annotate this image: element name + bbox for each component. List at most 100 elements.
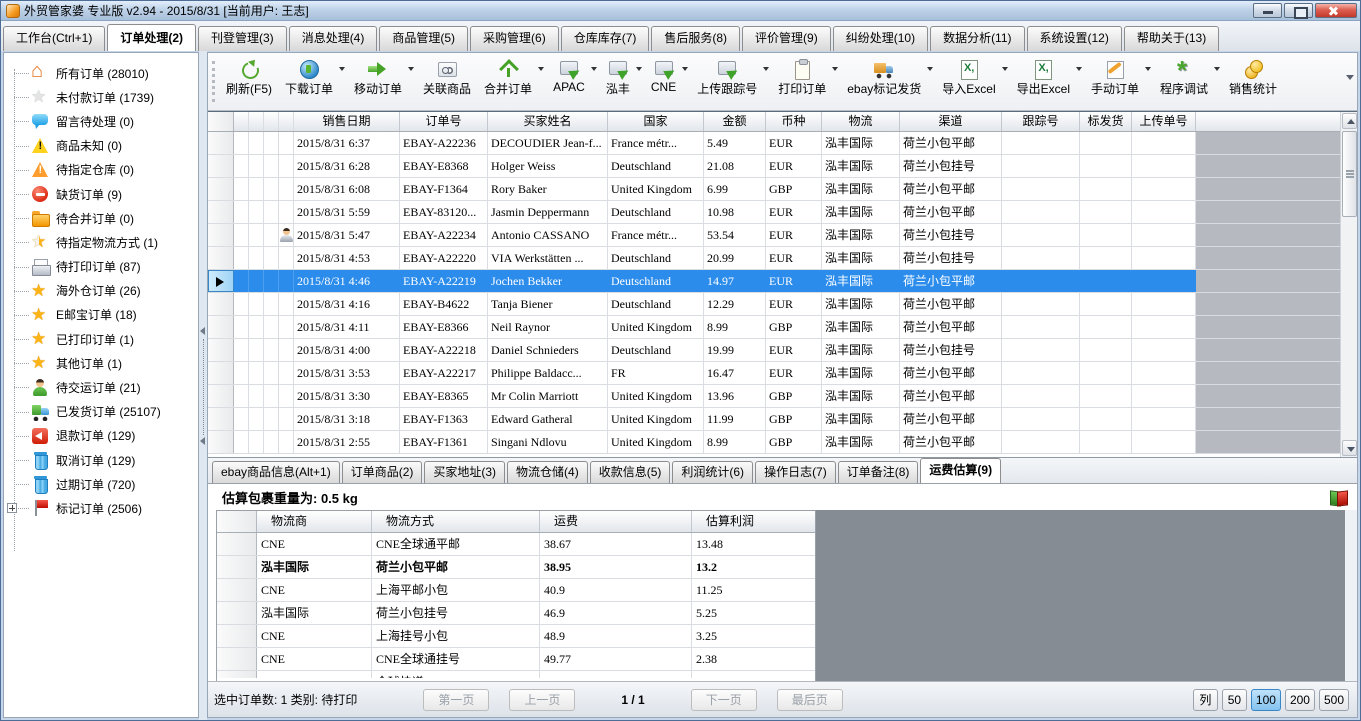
sidebar-item[interactable]: 未付款订单 (1739): [4, 85, 198, 109]
row-selector[interactable]: [217, 602, 257, 624]
menu-tab[interactable]: 帮助关于(13): [1123, 26, 1220, 51]
row-selector[interactable]: [208, 270, 234, 292]
collapse-arrow-icon[interactable]: [200, 327, 205, 335]
toolbar-button[interactable]: 关联商品: [417, 57, 477, 99]
toolbar-button[interactable]: 刷新(F5): [220, 57, 278, 99]
column-header[interactable]: 币种: [766, 112, 822, 131]
toolbar-button[interactable]: 移动订单: [348, 57, 416, 99]
freight-row[interactable]: 泓丰国际 荷兰小包挂号 46.9 5.25: [217, 602, 815, 625]
order-row[interactable]: 2015/8/31 4:46 EBAY-A22219 Jochen Bekker…: [208, 270, 1357, 293]
sidebar-item[interactable]: 其他订单 (1): [4, 351, 198, 375]
column-header[interactable]: 物流方式: [372, 511, 540, 532]
scroll-up-icon[interactable]: [1342, 113, 1357, 129]
row-selector[interactable]: [208, 178, 234, 200]
menu-tab[interactable]: 仓库库存(7): [560, 26, 650, 51]
page-size-button[interactable]: 200: [1284, 688, 1315, 711]
dropdown-caret-icon[interactable]: [339, 67, 346, 71]
column-header[interactable]: 物流: [822, 112, 900, 131]
dropdown-caret-icon[interactable]: [590, 67, 597, 71]
menu-tab[interactable]: 系统设置(12): [1026, 26, 1122, 51]
sidebar-item[interactable]: 缺货订单 (9): [4, 182, 198, 206]
toolbar-button[interactable]: 下载订单: [279, 57, 347, 99]
toolbar-button[interactable]: ebay标记发货: [841, 57, 935, 99]
row-selector[interactable]: [217, 648, 257, 670]
order-row[interactable]: 2015/8/31 3:30 EBAY-E8365 Mr Colin Marri…: [208, 385, 1357, 408]
detail-tab[interactable]: 订单商品(2): [341, 461, 423, 483]
sidebar-item[interactable]: E邮宝订单 (18): [4, 303, 198, 327]
row-selector[interactable]: [208, 385, 234, 407]
dropdown-caret-icon[interactable]: [408, 67, 415, 71]
sidebar-item[interactable]: 商品未知 (0): [4, 134, 198, 158]
order-row[interactable]: 2015/8/31 6:28 EBAY-E8368 Holger Weiss D…: [208, 155, 1357, 178]
row-selector[interactable]: [208, 408, 234, 430]
freight-row[interactable]: CNE CNE全球通挂号 49.77 2.38: [217, 648, 815, 671]
toolbar-button[interactable]: CNE: [645, 57, 690, 96]
row-selector[interactable]: [208, 155, 234, 177]
menu-tab[interactable]: 商品管理(5): [379, 26, 469, 51]
menu-tab[interactable]: 评价管理(9): [742, 26, 831, 51]
order-row[interactable]: 2015/8/31 6:37 EBAY-A22236 DECOUDIER Jea…: [208, 132, 1357, 155]
column-header[interactable]: 上传单号: [1132, 112, 1196, 131]
next-page-button[interactable]: 下一页: [690, 688, 757, 711]
menu-tab[interactable]: 订单处理(2): [107, 24, 197, 51]
order-row[interactable]: 2015/8/31 6:08 EBAY-F1364 Rory Baker Uni…: [208, 178, 1357, 201]
menu-tab[interactable]: 消息处理(4): [288, 26, 378, 51]
dropdown-caret-icon[interactable]: [1076, 67, 1082, 71]
sidebar-item[interactable]: 所有订单 (28010): [4, 60, 198, 85]
row-selector[interactable]: [208, 201, 234, 223]
book-icon[interactable]: [1329, 489, 1349, 506]
collapse-arrow-icon[interactable]: [200, 437, 205, 445]
dropdown-caret-icon[interactable]: [635, 67, 642, 71]
menu-tab[interactable]: 数据分析(11): [930, 26, 1025, 51]
order-row[interactable]: 2015/8/31 3:18 EBAY-F1363 Edward Gathera…: [208, 408, 1357, 431]
menu-tab[interactable]: 采购管理(6): [470, 26, 559, 51]
column-header[interactable]: 买家姓名: [488, 112, 608, 131]
row-selector[interactable]: [208, 132, 234, 154]
detail-tab[interactable]: 物流仓储(4): [507, 461, 588, 483]
freight-row[interactable]: CNE 全球快递: [217, 671, 815, 678]
dropdown-caret-icon[interactable]: [1001, 67, 1008, 71]
detail-tab[interactable]: 运费估算(9): [920, 458, 1002, 483]
toolbar-button[interactable]: 销售统计: [1223, 57, 1283, 99]
row-selector[interactable]: [208, 431, 234, 453]
toolbar-button[interactable]: 上传跟踪号: [691, 57, 771, 99]
sidebar-item[interactable]: 待指定物流方式 (1): [4, 230, 198, 254]
detail-tab[interactable]: 利润统计(6): [672, 461, 754, 483]
column-header[interactable]: 订单号: [400, 112, 488, 131]
sidebar-item[interactable]: 过期订单 (720): [4, 472, 198, 496]
detail-tab[interactable]: 操作日志(7): [755, 461, 836, 483]
freight-row[interactable]: CNE 上海平邮小包 40.9 11.25: [217, 579, 815, 602]
column-header[interactable]: 销售日期: [294, 112, 400, 131]
row-selector[interactable]: [217, 671, 257, 678]
column-header[interactable]: 跟踪号: [1002, 112, 1080, 131]
column-header[interactable]: 运费: [540, 511, 692, 532]
dropdown-caret-icon[interactable]: [763, 67, 770, 71]
toolbar-button[interactable]: 导出Excel: [1011, 57, 1084, 99]
grid-vertical-scrollbar[interactable]: [1340, 112, 1357, 457]
sidebar-item[interactable]: 已发货订单 (25107): [4, 400, 198, 424]
column-header[interactable]: 估算利润: [706, 514, 755, 528]
sidebar-item[interactable]: 待打印订单 (87): [4, 255, 198, 279]
scroll-down-icon[interactable]: [1342, 440, 1357, 456]
sidebar-item[interactable]: 标记订单 (2506): [4, 496, 198, 520]
dropdown-caret-icon[interactable]: [927, 67, 934, 71]
detail-tab[interactable]: 买家地址(3): [424, 461, 506, 483]
row-selector[interactable]: [208, 316, 234, 338]
dropdown-caret-icon[interactable]: [682, 67, 689, 71]
row-selector[interactable]: [208, 247, 234, 269]
sidebar-item[interactable]: 待指定仓库 (0): [4, 158, 198, 182]
sidebar-item[interactable]: 取消订单 (129): [4, 448, 198, 472]
toolbar-button[interactable]: 导入Excel: [936, 57, 1009, 99]
order-row[interactable]: 2015/8/31 3:53 EBAY-A22217 Philippe Bald…: [208, 362, 1357, 385]
column-header[interactable]: 金额: [704, 112, 766, 131]
toolbar-button[interactable]: 合并订单: [478, 57, 546, 99]
sidebar-splitter[interactable]: [199, 51, 207, 720]
last-page-button[interactable]: 最后页: [776, 688, 843, 711]
menu-tab[interactable]: 刊登管理(3): [198, 26, 287, 51]
close-button[interactable]: [1315, 3, 1357, 18]
detail-tab[interactable]: ebay商品信息(Alt+1): [212, 461, 340, 483]
order-row[interactable]: 2015/8/31 2:55 EBAY-F1361 Singani Ndlovu…: [208, 431, 1357, 454]
order-row[interactable]: 2015/8/31 5:47 EBAY-A22234 Antonio CASSA…: [208, 224, 1357, 247]
menu-tab[interactable]: 工作台(Ctrl+1): [3, 26, 106, 51]
row-selector[interactable]: [208, 293, 234, 315]
